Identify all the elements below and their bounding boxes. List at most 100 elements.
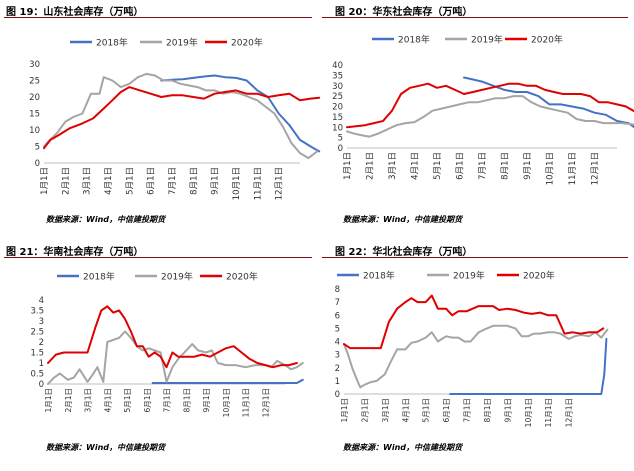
x-tick-label: 7月1日	[463, 398, 472, 423]
y-tick-label: 2	[335, 364, 340, 374]
x-tick-label: 9月1日	[523, 152, 533, 180]
x-tick-label: 7月1日	[168, 167, 178, 195]
y-tick-label: 1	[39, 359, 44, 369]
x-tick-label: 11月1日	[242, 388, 251, 417]
y-tick-label: 10	[332, 123, 343, 133]
x-tick-label: 2月1日	[360, 398, 369, 423]
x-tick-label: 9月1日	[503, 398, 512, 423]
legend-label-y2020: 2020年	[523, 270, 555, 282]
y-tick-label: 5	[335, 324, 340, 334]
x-tick-label: 11月1日	[253, 167, 263, 200]
y-tick-label: 6	[335, 311, 340, 321]
x-tick-label: 6月1日	[456, 152, 466, 180]
x-tick-label: 7月1日	[163, 388, 172, 413]
chart-title: 图 19：山东社会库存（万吨）	[6, 7, 144, 18]
chart-title: 图 21：华南社会库存（万吨）	[6, 247, 144, 258]
y-tick-label: 15	[332, 113, 343, 123]
x-tick-label: 1月1日	[44, 388, 53, 413]
y-tick-label: 40	[332, 61, 343, 71]
legend-label-y2018: 2018年	[83, 271, 115, 283]
y-tick-label: 2.5	[30, 328, 44, 338]
legend-label-y2019: 2019年	[453, 270, 485, 282]
chart-huabei: 0 1 2 3 4 5 6 7 8 1月1日 2月1日 3月1日 4月1日 5月1日 6月1日 7月1日 8月1…	[335, 270, 609, 427]
series-line-y2019	[346, 95, 634, 138]
legend-label-y2018: 2018年	[96, 37, 128, 49]
top-rule-right	[322, 17, 628, 18]
y-tick-label: 35	[332, 71, 343, 81]
series-line-y2018	[160, 74, 321, 153]
y-tick-label: 30	[332, 82, 343, 92]
series-line-y2019	[47, 330, 304, 385]
x-tick-label: 4月1日	[103, 388, 112, 413]
chart-title: 图 22：华北社会库存（万吨）	[335, 247, 473, 258]
x-tick-label: 10月1日	[232, 167, 242, 200]
y-tick-label: 15	[29, 110, 40, 120]
mid-rule-right	[322, 257, 628, 258]
x-tick-label: 6月1日	[442, 398, 451, 423]
x-tick-label: 2月1日	[366, 152, 376, 180]
legend-label-y2019: 2019年	[161, 271, 193, 283]
series-line-y2018	[463, 76, 634, 129]
y-tick-label: 1	[335, 377, 340, 387]
x-tick-label: 6月1日	[143, 388, 152, 413]
x-tick-label: 10月1日	[222, 388, 231, 417]
x-tick-label: 1月1日	[40, 167, 50, 195]
x-tick-label: 3月1日	[388, 152, 398, 180]
y-tick-label: 0	[335, 390, 340, 400]
x-tick-label: 8月1日	[483, 398, 492, 423]
x-tick-label: 1月1日	[340, 398, 349, 423]
legend-label-y2018: 2018年	[363, 270, 395, 282]
x-tick-label: 8月1日	[182, 388, 191, 413]
panel-shandong: 图 19：山东社会库存（万吨） 0 5 10 15 20 25 30 1月1日 2月1日 3月1日…	[0, 0, 321, 231]
x-tick-label: 5月1日	[422, 398, 431, 423]
x-tick-label: 3月1日	[84, 388, 93, 413]
series-line-y2020	[47, 305, 298, 369]
y-tick-label: 2	[39, 338, 44, 348]
y-tick-label: 20	[29, 93, 40, 103]
x-tick-label: 3月1日	[83, 167, 93, 195]
x-tick-label: 6月1日	[147, 167, 157, 195]
x-tick-label: 3月1日	[381, 398, 390, 423]
y-tick-label: 7	[335, 298, 340, 308]
data-source: 数据来源：Wind，中信建投期货	[343, 443, 462, 452]
x-tick-label: 4月1日	[104, 167, 114, 195]
x-tick-label: 11月1日	[568, 152, 578, 185]
x-tick-label: 7月1日	[478, 152, 488, 180]
legend-label-y2019: 2019年	[166, 37, 198, 49]
series-line-y2020	[346, 82, 634, 129]
y-tick-label: 25	[332, 92, 343, 102]
y-tick-label: 10	[29, 126, 40, 136]
panel-huabei: 图 22：华北社会库存（万吨） 0 1 2 3 4 5 6 7 8 1月1日 2月1日 3月1日 4月1…	[317, 240, 634, 471]
y-tick-label: 3.5	[30, 307, 44, 317]
y-tick-label: 3	[39, 317, 44, 327]
series-line-y2020	[343, 294, 605, 350]
series-line-y2018	[449, 337, 608, 395]
legend-label-y2019: 2019年	[471, 34, 503, 46]
x-tick-label: 8月1日	[501, 152, 511, 180]
data-source: 数据来源：Wind，中信建投期货	[343, 215, 462, 224]
chart-huanan: 00.511.522.533.54 1月1日 2月1日 3月1日 4月1日 5月1日 6月1…	[30, 271, 304, 417]
y-tick-label: 4	[335, 338, 340, 348]
y-tick-label: 0	[35, 159, 40, 169]
x-tick-label: 4月1日	[401, 398, 410, 423]
chart-title: 图 20：华东社会库存（万吨）	[335, 7, 473, 18]
legend-label-y2018: 2018年	[398, 34, 430, 46]
legend-label-y2020: 2020年	[231, 37, 263, 49]
x-tick-label: 9月1日	[202, 388, 211, 413]
y-tick-label: 25	[29, 77, 40, 87]
mid-rule-left	[4, 257, 312, 258]
series-line-y2018	[151, 378, 304, 384]
chart-shandong: 0 5 10 15 20 25 30 1月1日 2月1日 3月1日 4月1日 5月1日 6月1日 7月1日…	[29, 37, 321, 200]
y-tick-label: 0.5	[30, 370, 44, 380]
x-tick-label: 12月1日	[591, 152, 601, 185]
y-tick-label: 0	[338, 144, 343, 154]
legend-label-y2020: 2020年	[531, 34, 563, 46]
y-tick-label: 5	[338, 134, 343, 144]
x-tick-label: 2月1日	[61, 167, 71, 195]
y-tick-label: 30	[29, 60, 40, 70]
y-tick-label: 8	[335, 285, 340, 295]
panel-huanan: 图 21：华南社会库存（万吨） 0 0.5 1 1.5 2 2.5 3 3.5 4 1月1日 2月1…	[0, 240, 317, 471]
x-tick-label: 1月1日	[343, 152, 353, 180]
x-tick-label: 10月1日	[546, 152, 556, 185]
